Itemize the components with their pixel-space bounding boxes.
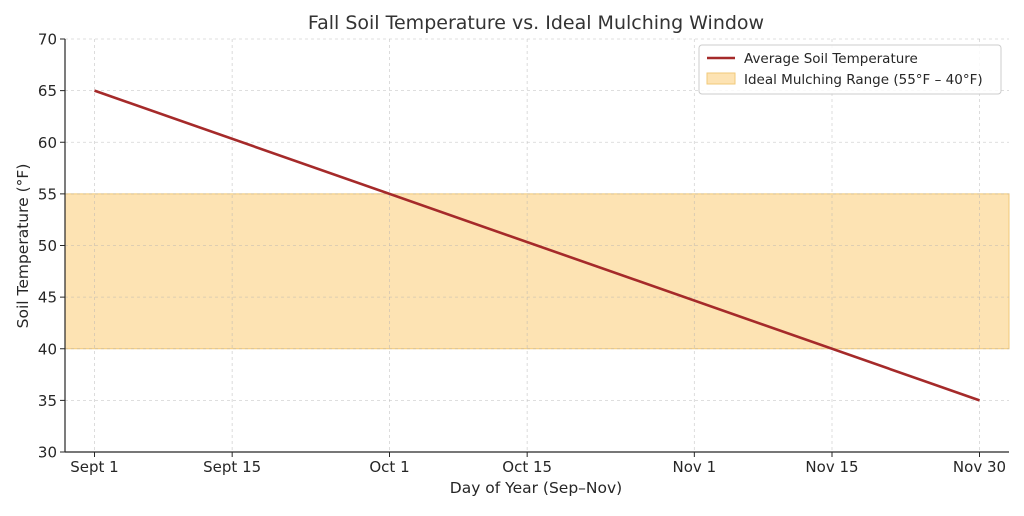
y-tick-label: 55 bbox=[38, 185, 57, 203]
soil-temperature-line bbox=[94, 89, 980, 402]
y-tick-label: 50 bbox=[38, 237, 57, 255]
y-tick-label: 45 bbox=[38, 289, 57, 307]
x-tick-label: Sept 1 bbox=[70, 458, 118, 476]
x-tick-label: Nov 30 bbox=[953, 458, 1006, 476]
x-tick-label: Nov 15 bbox=[805, 458, 858, 476]
y-tick-label: 60 bbox=[38, 134, 57, 152]
y-axis-label: Soil Temperature (°F) bbox=[14, 164, 32, 329]
legend-label-soil-temperature: Average Soil Temperature bbox=[744, 51, 918, 67]
mulching-range-band bbox=[64, 193, 1010, 350]
x-tick-label: Oct 1 bbox=[369, 458, 409, 476]
y-tick-label: 35 bbox=[38, 392, 57, 410]
y-tick-label: 70 bbox=[38, 31, 57, 49]
x-tick-label: Oct 15 bbox=[502, 458, 552, 476]
legend-band-swatch bbox=[706, 72, 736, 85]
y-tick-label: 30 bbox=[38, 444, 57, 462]
legend: Average Soil Temperature Ideal Mulching … bbox=[698, 44, 1002, 95]
legend-label-mulching-range: Ideal Mulching Range (55°F – 40°F) bbox=[744, 72, 983, 88]
x-tick-label: Nov 1 bbox=[673, 458, 717, 476]
legend-box bbox=[698, 44, 1002, 95]
x-axis-label: Day of Year (Sep–Nov) bbox=[450, 479, 622, 497]
y-tick-label: 40 bbox=[38, 340, 57, 358]
y-tick-label: 65 bbox=[38, 82, 57, 100]
chart-title: Fall Soil Temperature vs. Ideal Mulching… bbox=[308, 12, 764, 34]
x-tick-label: Sept 15 bbox=[203, 458, 261, 476]
